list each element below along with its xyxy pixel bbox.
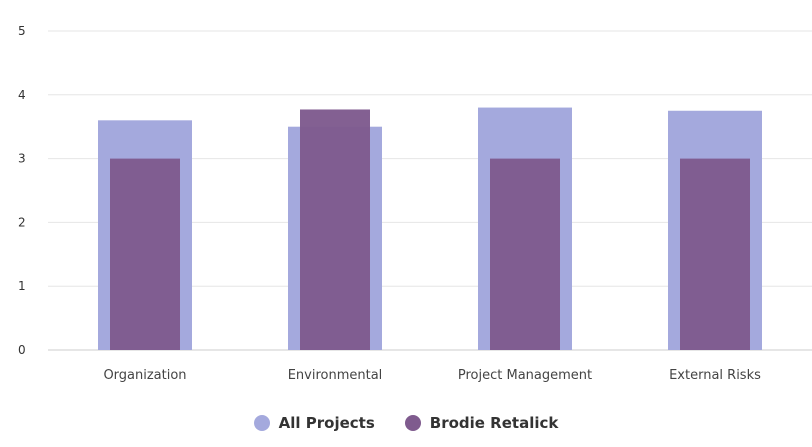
y-tick-label: 5 bbox=[18, 24, 26, 38]
legend-label-all-projects: All Projects bbox=[278, 414, 375, 432]
bar-brodie-retalick-project-management[interactable] bbox=[490, 158, 560, 350]
y-tick-label: 2 bbox=[18, 215, 26, 229]
legend-marker-all-projects bbox=[253, 415, 270, 431]
bar-brodie-retalick-environmental[interactable] bbox=[300, 109, 370, 350]
x-tick-label: External Risks bbox=[669, 368, 761, 383]
y-tick-label: 0 bbox=[18, 343, 26, 357]
bar-chart: 0 1 2 3 4 5 Organization Environmental Project … bbox=[18, 24, 812, 383]
x-tick-label: Organization bbox=[103, 368, 186, 383]
x-axis: Organization Environmental Project Managem… bbox=[103, 368, 761, 383]
legend-item-brodie-retalick[interactable]: Brodie Retalick bbox=[404, 414, 559, 432]
bars bbox=[98, 107, 762, 350]
y-tick-label: 4 bbox=[18, 88, 26, 102]
legend: All Projects Brodie Retalick bbox=[0, 408, 812, 438]
y-tick-label: 3 bbox=[18, 152, 26, 166]
legend-label-brodie-retalick: Brodie Retalick bbox=[429, 414, 559, 432]
x-tick-label: Project Management bbox=[458, 368, 592, 383]
y-axis: 0 1 2 3 4 5 bbox=[18, 24, 26, 357]
y-tick-label: 1 bbox=[18, 279, 26, 293]
x-tick-label: Environmental bbox=[288, 368, 383, 383]
bar-brodie-retalick-organization[interactable] bbox=[110, 158, 180, 350]
legend-marker-brodie-retalick bbox=[404, 415, 421, 431]
legend-item-all-projects[interactable]: All Projects bbox=[253, 414, 375, 432]
bar-brodie-retalick-external-risks[interactable] bbox=[680, 158, 750, 350]
